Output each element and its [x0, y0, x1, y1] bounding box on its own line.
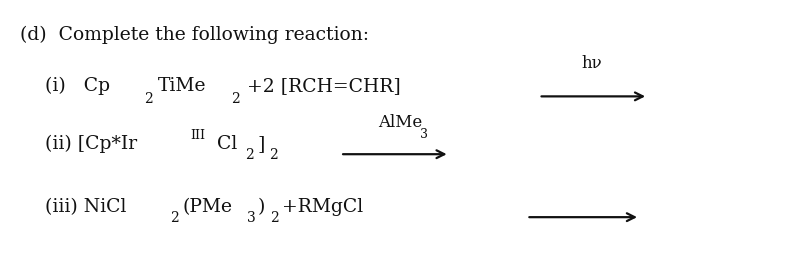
Text: III: III [190, 129, 206, 142]
Text: hν: hν [581, 55, 602, 72]
Text: 2: 2 [170, 211, 179, 225]
Text: TiMe: TiMe [158, 77, 207, 95]
Text: (PMe: (PMe [182, 198, 232, 216]
Text: 3: 3 [420, 128, 428, 141]
Text: 2: 2 [270, 211, 279, 225]
Text: +RMgCl: +RMgCl [282, 198, 363, 216]
Text: 2: 2 [144, 92, 153, 106]
Text: 2: 2 [231, 92, 240, 106]
Text: 2: 2 [269, 148, 278, 162]
Text: 2: 2 [245, 148, 254, 162]
Text: ): ) [258, 198, 265, 216]
Text: +2 [RCH=CHR]: +2 [RCH=CHR] [241, 77, 401, 95]
Text: 3: 3 [247, 211, 256, 225]
Text: (d)  Complete the following reaction:: (d) Complete the following reaction: [20, 26, 369, 44]
Text: (iii) NiCl: (iii) NiCl [45, 198, 126, 216]
Text: AlMe: AlMe [378, 114, 423, 131]
Text: (i)   Cp: (i) Cp [45, 77, 109, 95]
Text: ]: ] [258, 135, 265, 153]
Text: Cl: Cl [217, 135, 237, 153]
Text: (ii) [Cp*Ir: (ii) [Cp*Ir [45, 135, 137, 153]
